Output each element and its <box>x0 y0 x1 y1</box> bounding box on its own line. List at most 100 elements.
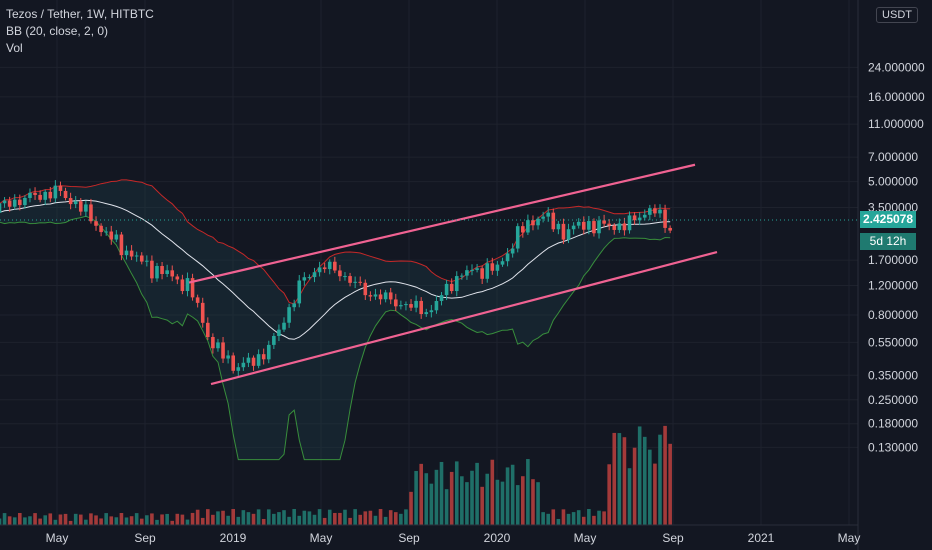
symbol-title[interactable]: Tezos / Tether, 1W, HITBTC <box>6 7 154 21</box>
volume-bar <box>668 443 672 525</box>
price-tick-label: 0.800000 <box>868 308 918 322</box>
candle <box>358 276 363 286</box>
volume-bar <box>84 519 88 525</box>
price-tick-label: 0.250000 <box>868 393 918 407</box>
candle <box>114 230 119 243</box>
candle <box>307 274 312 280</box>
volume-bar <box>642 436 647 525</box>
candle <box>231 352 236 374</box>
candle <box>221 336 225 363</box>
volume-bar <box>205 509 210 525</box>
volume-bar <box>358 514 363 525</box>
candle <box>490 257 495 275</box>
volume-bar <box>266 509 271 525</box>
volume-bar <box>571 512 576 525</box>
candle <box>246 352 251 368</box>
volume-bar <box>155 519 159 525</box>
time-axis[interactable]: May Sep 2019 May Sep 2020 May Sep 2021 May <box>46 531 861 545</box>
candle <box>597 216 601 239</box>
candle <box>521 221 525 238</box>
volume-bar <box>119 513 124 525</box>
time-tick-label: May <box>838 531 861 545</box>
volume-bar <box>541 512 545 525</box>
volume-bar <box>500 481 505 525</box>
candle <box>129 245 134 261</box>
volume-bar <box>89 513 93 525</box>
candle <box>2 197 7 208</box>
candle <box>53 180 58 203</box>
volume-bar <box>277 512 281 525</box>
band-fill-area <box>0 179 671 460</box>
candle <box>617 218 622 233</box>
candle <box>211 333 215 354</box>
candle <box>637 212 642 226</box>
volume-bar <box>221 510 225 525</box>
volume-bar <box>576 510 581 525</box>
volume-bar <box>490 459 495 525</box>
price-tick-label: 5.000000 <box>868 175 918 189</box>
price-tick-label: 0.180000 <box>868 417 918 431</box>
volume-bar <box>663 425 667 525</box>
volume-bar <box>0 518 2 525</box>
candle <box>424 308 429 317</box>
volume-bar <box>602 511 606 525</box>
candle <box>419 297 423 319</box>
volume-bar <box>592 515 596 525</box>
volume-bar <box>353 509 357 525</box>
time-tick-label: Sep <box>134 531 156 545</box>
volume-bar <box>170 520 175 525</box>
candle <box>0 203 2 213</box>
volume-bar <box>195 509 200 525</box>
volume-bar <box>241 510 246 525</box>
volume-bar <box>454 461 459 525</box>
candle <box>607 219 611 231</box>
currency-badge[interactable]: USDT <box>876 7 918 23</box>
indicator-label[interactable]: BB (20, close, 2, 0) <box>6 24 109 38</box>
volume-bar <box>58 514 63 525</box>
volume-bar <box>607 464 611 525</box>
candle <box>571 222 576 235</box>
volume-bar <box>587 509 591 525</box>
price-axis[interactable]: 24.000000 16.000000 11.000000 7.000000 5.000… <box>868 60 925 454</box>
volume-bar <box>12 517 17 525</box>
candle <box>251 355 256 371</box>
candle <box>119 231 124 261</box>
channel-upper-trendline[interactable] <box>188 163 696 284</box>
candle <box>602 214 606 227</box>
candle <box>363 279 368 300</box>
candle <box>500 257 505 267</box>
candle <box>124 245 129 260</box>
volume-bar <box>160 514 164 525</box>
volume-bar <box>343 509 347 525</box>
candle <box>160 261 164 280</box>
candle <box>536 216 540 230</box>
volume-label[interactable]: Vol <box>6 41 23 55</box>
candle <box>84 200 88 217</box>
bb-basis-line <box>0 199 671 340</box>
candle <box>28 188 32 203</box>
volume-bar <box>99 518 103 525</box>
channel-trendlines[interactable] <box>188 163 718 386</box>
candle <box>576 218 581 229</box>
volume-bar <box>236 516 241 525</box>
volume-bar <box>287 516 291 525</box>
volume-bar <box>165 513 169 525</box>
volume-bar <box>150 513 154 525</box>
volume-bar <box>53 519 58 525</box>
volume-bar <box>94 515 98 525</box>
channel-lower-trendline[interactable] <box>210 250 718 386</box>
time-tick-label: 2021 <box>748 531 775 545</box>
candle <box>338 264 342 282</box>
volume-bar <box>139 518 144 525</box>
time-tick-label: Sep <box>398 531 420 545</box>
volume-bar <box>33 513 37 525</box>
volume-bar <box>485 473 490 525</box>
volume-bar <box>404 509 408 525</box>
candle <box>592 218 596 237</box>
candle <box>632 212 637 225</box>
volume-bar <box>526 459 530 525</box>
volume-bar <box>292 509 296 525</box>
candle <box>449 278 454 294</box>
candle <box>470 264 474 276</box>
